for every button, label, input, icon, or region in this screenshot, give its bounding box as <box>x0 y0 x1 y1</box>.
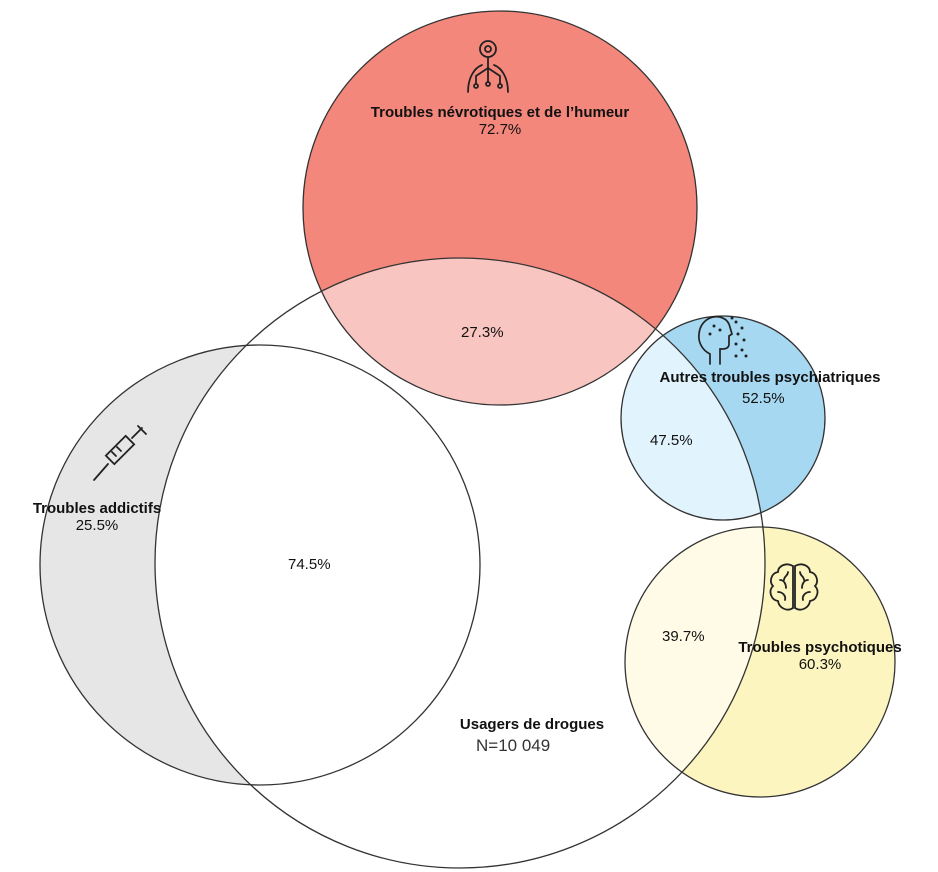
pct-autres-outside: 52.5% <box>742 390 785 407</box>
pct-psychotiques-overlap: 39.7% <box>662 628 705 645</box>
overlap-autres <box>621 316 765 520</box>
label-usagers: Usagers de drogues <box>432 716 632 733</box>
pct-addictifs-overlap: 74.5% <box>288 556 331 573</box>
pct-nevrotiques-overlap: 27.3% <box>461 324 504 341</box>
title-addictifs: Troubles addictifs <box>32 500 162 517</box>
title-nevrotiques: Troubles névrotiques et de l’humeur <box>370 104 630 121</box>
label-autres: Autres troubles psychiatriques <box>632 369 908 386</box>
label-psychotiques: Troubles psychotiques 60.3% <box>718 639 922 673</box>
pct-addictifs-outside: 25.5% <box>75 517 119 534</box>
syringe-icon <box>93 425 147 481</box>
pct-psychotiques-outside: 60.3% <box>798 656 842 673</box>
label-nevrotiques: Troubles névrotiques et de l’humeur 72.7… <box>340 104 660 138</box>
pct-nevrotiques-outside: 72.7% <box>478 121 522 138</box>
count-usagers: N=10 049 <box>476 736 551 755</box>
pct-autres-overlap: 47.5% <box>650 432 693 449</box>
neuron-person-icon <box>467 40 509 93</box>
label-addictifs: Troubles addictifs 25.5% <box>14 500 180 534</box>
overlap-nevrotiques <box>303 258 697 405</box>
overlap-addictifs <box>155 345 480 785</box>
title-psychotiques: Troubles psychotiques <box>738 639 902 656</box>
title-autres: Autres troubles psychiatriques <box>659 369 881 386</box>
title-usagers: Usagers de drogues <box>459 716 605 733</box>
brain-icon <box>769 563 819 611</box>
circle-usagers <box>154 257 766 869</box>
head-dots-icon <box>698 315 748 365</box>
